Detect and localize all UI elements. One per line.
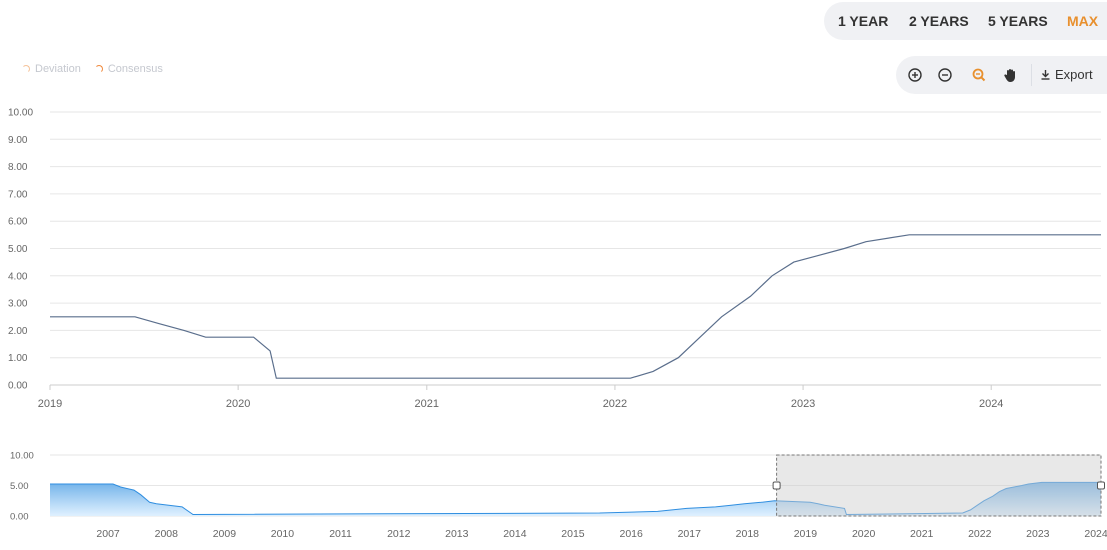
x-tick-label: 2023 — [791, 398, 815, 410]
y-tick-label: 1.00 — [8, 353, 28, 364]
navigator-line — [50, 481, 1101, 516]
range-selector: 1 YEAR 2 YEARS 5 YEARS MAX — [824, 2, 1107, 40]
toolbar-divider — [1031, 64, 1032, 86]
nav-x-tick-label: 2016 — [620, 528, 644, 540]
y-tick-label: 2.00 — [8, 326, 28, 337]
y-tick-label: 5.00 — [8, 244, 28, 255]
nav-x-tick-label: 2021 — [910, 528, 934, 540]
main-chart[interactable]: 0.00 1.00 2.00 3.00 4.00 5.00 6.00 7.00 8.00 9.00… — [0, 100, 1107, 415]
nav-x-tick-label: 2020 — [852, 528, 876, 540]
x-tick-label: 2021 — [415, 398, 439, 410]
nav-y-tick-label: 0.00 — [10, 512, 29, 523]
y-tick-label: 9.00 — [8, 135, 28, 146]
nav-x-tick-label: 2022 — [968, 528, 992, 540]
legend-item-consensus[interactable]: Consensus — [94, 63, 163, 75]
navigator-chart[interactable]: 0.00 5.00 10.00 2007 2008 2009 2010 2011 2012 201… — [0, 445, 1107, 550]
y-tick-label: 3.00 — [8, 299, 28, 310]
y-tick-label: 6.00 — [8, 217, 28, 228]
range-button-5-years[interactable]: 5 YEARS — [988, 13, 1048, 29]
chart-toolbar: Export — [896, 56, 1107, 94]
legend-label-deviation: Deviation — [35, 63, 81, 75]
nav-x-tick-label: 2009 — [213, 528, 237, 540]
nav-x-tick-label: 2018 — [736, 528, 760, 540]
zoom-reset-icon[interactable] — [970, 66, 988, 84]
nav-x-tick-label: 2010 — [271, 528, 295, 540]
range-button-max[interactable]: MAX — [1067, 13, 1099, 29]
nav-x-tick-label: 2024 — [1084, 528, 1107, 540]
nav-y-tick-label: 10.00 — [10, 451, 34, 462]
nav-x-tick-label: 2013 — [445, 528, 469, 540]
nav-x-tick-label: 2012 — [387, 528, 411, 540]
y-tick-label: 7.00 — [8, 189, 28, 200]
range-button-2-years[interactable]: 2 YEARS — [909, 13, 969, 29]
y-tick-label: 0.00 — [8, 381, 28, 392]
nav-x-tick-label: 2019 — [794, 528, 818, 540]
x-tick-label: 2020 — [226, 398, 250, 410]
legend-label-consensus: Consensus — [107, 63, 163, 75]
navigator-handle-right[interactable] — [1097, 481, 1105, 490]
navigator-handle-left[interactable] — [772, 481, 781, 490]
export-label: Export — [1055, 67, 1093, 82]
legend-item-deviation[interactable]: Deviation — [22, 63, 81, 75]
navigator-selection — [776, 454, 1102, 517]
nav-x-tick-label: 2014 — [503, 528, 527, 540]
x-tick-label: 2022 — [603, 398, 627, 410]
y-tick-label: 8.00 — [8, 162, 28, 173]
x-tick-label: 2019 — [38, 398, 62, 410]
series-line — [50, 234, 1101, 379]
x-tick-label: 2024 — [979, 398, 1003, 410]
zoom-in-icon[interactable] — [906, 66, 924, 84]
nav-x-tick-label: 2023 — [1026, 528, 1050, 540]
nav-x-tick-label: 2017 — [678, 528, 702, 540]
y-tick-label: 10.00 — [8, 108, 33, 119]
chart-legend: Deviation Consensus — [22, 63, 163, 75]
pan-hand-icon[interactable] — [1002, 66, 1020, 84]
nav-x-tick-label: 2008 — [155, 528, 179, 540]
download-icon — [1041, 70, 1050, 80]
nav-y-tick-label: 5.00 — [10, 481, 29, 492]
y-tick-label: 4.00 — [8, 271, 28, 282]
range-button-1-year[interactable]: 1 YEAR — [838, 13, 889, 29]
nav-x-tick-label: 2011 — [329, 528, 352, 540]
legend-swatch-deviation — [22, 65, 30, 73]
nav-x-tick-label: 2007 — [96, 528, 120, 540]
export-button[interactable]: Export — [1040, 67, 1093, 82]
zoom-out-icon[interactable] — [936, 66, 954, 84]
nav-x-tick-label: 2015 — [561, 528, 585, 540]
legend-swatch-consensus — [94, 65, 103, 73]
